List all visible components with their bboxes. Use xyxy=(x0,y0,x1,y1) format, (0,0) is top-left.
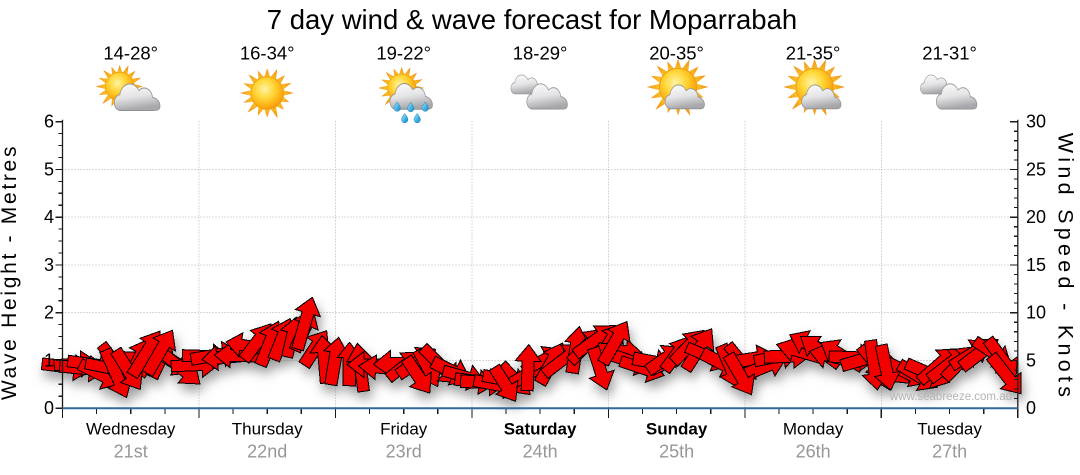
svg-text:2: 2 xyxy=(44,303,54,323)
svg-text:15: 15 xyxy=(1026,255,1046,275)
svg-text:24th: 24th xyxy=(523,442,558,462)
svg-text:21st: 21st xyxy=(114,442,148,462)
svg-text:30: 30 xyxy=(1026,112,1046,132)
svg-text:Saturday: Saturday xyxy=(504,420,577,439)
svg-text:Wednesday: Wednesday xyxy=(86,420,176,439)
svg-text:27th: 27th xyxy=(932,442,967,462)
svg-text:Monday: Monday xyxy=(783,420,844,439)
svg-text:1: 1 xyxy=(44,350,54,370)
svg-text:19-22°: 19-22° xyxy=(376,43,431,64)
svg-text:23rd: 23rd xyxy=(386,442,422,462)
svg-text:6: 6 xyxy=(44,112,54,132)
svg-text:21-35°: 21-35° xyxy=(786,43,841,64)
svg-text:www.seabreeze.com.au: www.seabreeze.com.au xyxy=(889,391,1012,403)
svg-text:Sunday: Sunday xyxy=(646,420,708,439)
svg-text:16-34°: 16-34° xyxy=(240,43,295,64)
svg-text:25: 25 xyxy=(1026,159,1046,179)
svg-text:5: 5 xyxy=(1026,350,1036,370)
svg-text:14-28°: 14-28° xyxy=(103,43,158,64)
svg-text:5: 5 xyxy=(44,159,54,179)
svg-text:20-35°: 20-35° xyxy=(649,43,704,64)
svg-text:26th: 26th xyxy=(796,442,831,462)
svg-text:Thursday: Thursday xyxy=(232,420,303,439)
svg-text:7 day wind & wave forecast for: 7 day wind & wave forecast for Moparraba… xyxy=(267,4,797,35)
svg-text:Wind Speed - Knots: Wind Speed - Knots xyxy=(1054,133,1078,402)
svg-text:4: 4 xyxy=(44,207,54,227)
svg-text:10: 10 xyxy=(1026,303,1046,323)
svg-text:22nd: 22nd xyxy=(247,442,287,462)
svg-text:Wave Height - Metres: Wave Height - Metres xyxy=(0,144,21,400)
svg-text:21-31°: 21-31° xyxy=(922,43,977,64)
svg-text:Tuesday: Tuesday xyxy=(917,420,982,439)
svg-text:20: 20 xyxy=(1026,207,1046,227)
svg-text:25th: 25th xyxy=(659,442,694,462)
svg-text:3: 3 xyxy=(44,255,54,275)
svg-text:0: 0 xyxy=(44,398,54,418)
svg-text:Friday: Friday xyxy=(380,420,428,439)
svg-text:0: 0 xyxy=(1026,398,1036,418)
svg-text:18-29°: 18-29° xyxy=(513,43,568,64)
